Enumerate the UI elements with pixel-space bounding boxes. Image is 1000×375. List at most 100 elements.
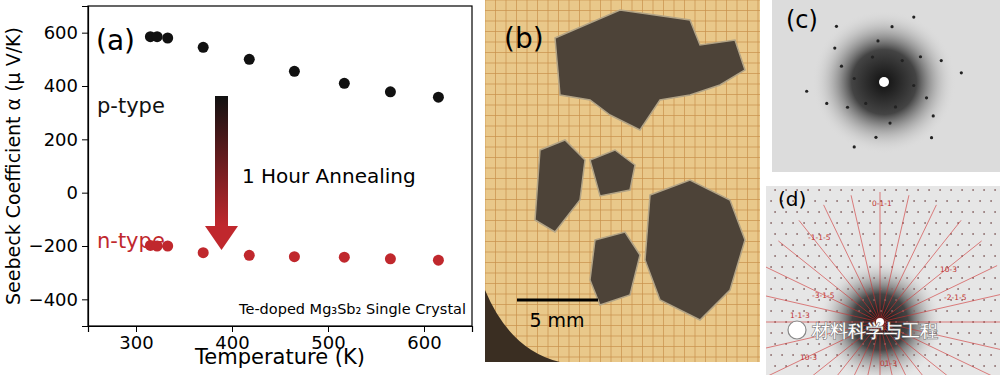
diffraction-spot [940,59,943,62]
lattice-spot [847,310,849,312]
lattice-spot [847,244,849,246]
diffraction-spot [840,65,843,68]
lattice-spot [913,266,915,268]
lattice-spot [851,189,853,191]
lattice-spot [825,222,827,224]
diffraction-spot [912,84,915,87]
lattice-spot [774,277,776,279]
crystal [645,180,745,320]
y-axis-line [82,7,89,327]
lattice-spot [807,255,809,257]
lattice-spot [968,354,970,356]
lattice-spot [979,288,981,290]
index-line [880,195,909,322]
index-line [880,205,936,322]
series-label: n-type [97,229,165,253]
scale-bar [517,299,598,302]
y-tick: 600 [44,22,88,43]
lattice-spot [902,244,904,246]
lattice-spot [928,255,930,257]
paper-grid [485,336,760,337]
lattice-spot [781,310,783,312]
diffraction-background [772,0,1000,172]
lattice-spot [818,365,820,367]
lattice-spot [847,222,849,224]
index-label: -3-1-5 [812,291,835,300]
index-label: 1-1-3 [790,311,810,320]
lattice-spot [946,310,948,312]
x-tick-label: 600 [407,332,441,353]
lattice-spot [913,288,915,290]
lattice-spot [946,200,948,202]
lattice-spot [968,200,970,202]
lattice-spot [990,266,992,268]
lattice-spot [851,255,853,257]
lattice-spot [880,354,882,356]
lattice-spot [862,255,864,257]
lattice-spot [851,233,853,235]
y-tick: −200 [29,235,88,256]
lattice-spot [851,277,853,279]
lattice-spot [880,288,882,290]
lattice-spot [983,343,985,345]
lattice-spot [895,211,897,213]
lattice-spot [847,266,849,268]
diffraction-spot [853,145,856,148]
lattice-spot [906,277,908,279]
lattice-spot [979,310,981,312]
diffraction-spot [805,90,808,93]
lattice-spot [873,255,875,257]
lattice-spot [847,200,849,202]
data-point [339,78,350,89]
lattice-spot [950,255,952,257]
lattice-spot [807,343,809,345]
lattice-spot [785,255,787,257]
lattice-spot [935,288,937,290]
y-tick: 400 [44,75,88,96]
y-tick-mark [82,246,88,247]
lattice-spot [785,233,787,235]
lattice-spot [858,266,860,268]
lattice-spot [939,277,941,279]
lattice-spot [807,211,809,213]
index-line [880,241,982,322]
data-point [385,253,396,264]
lattice-spot [983,255,985,257]
lattice-spot [917,365,919,367]
paper-grid [758,0,759,362]
lattice-spot [950,365,952,367]
index-label: -1-1-5 [808,233,831,242]
lattice-spot [796,233,798,235]
lattice-spot [994,233,996,235]
x-axis-title: Temperature (K) [194,345,365,369]
lattice-spot [990,354,992,356]
lattice-spot [774,255,776,257]
lattice-spot [869,354,871,356]
paper-grid [747,0,748,362]
y-tick-mark [82,86,88,87]
lattice-spot [869,222,871,224]
lattice-spot [939,189,941,191]
data-point [244,54,255,65]
diffraction-spot [901,59,904,62]
index-line [880,266,997,322]
lattice-spot [836,310,838,312]
lattice-spot [917,299,919,301]
lattice-spot [836,244,838,246]
data-point [339,252,350,263]
lattice-spot [851,211,853,213]
lattice-spot [774,365,776,367]
lattice-spot [770,222,772,224]
lattice-spot [895,189,897,191]
lattice-spot [968,266,970,268]
panel-label: (c) [786,6,818,34]
lattice-spot [803,222,805,224]
lattice-spot [961,189,963,191]
lattice-spot [979,200,981,202]
lattice-spot [862,211,864,213]
lattice-spot [880,244,882,246]
y-tick: 200 [44,129,88,150]
lattice-spot [869,288,871,290]
lattice-spot [939,233,941,235]
lattice-spot [825,266,827,268]
